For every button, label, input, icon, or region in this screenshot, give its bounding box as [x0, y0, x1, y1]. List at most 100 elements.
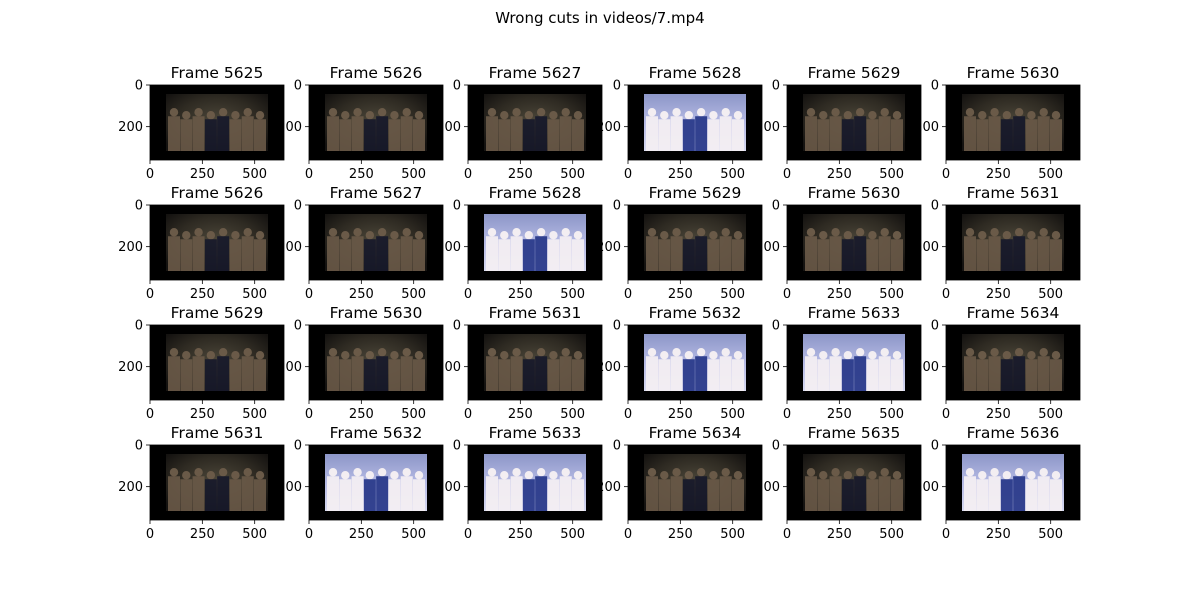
- frame-title: Frame 5628: [649, 64, 742, 82]
- x-tick-label: 500: [720, 167, 745, 182]
- frame-title: Frame 5634: [649, 424, 742, 442]
- y-tick-label: 0: [931, 319, 939, 334]
- frame-panel: Frame 5634 0 250 500 0 200: [914, 304, 1081, 422]
- frame-panel: Frame 5636 0 250 500 0 200: [914, 424, 1081, 542]
- x-tick-label: 0: [464, 407, 472, 422]
- axes-frame: [945, 84, 1081, 161]
- x-tick-label: 250: [349, 407, 374, 422]
- y-tick-label: 200: [914, 240, 939, 255]
- frame-title: Frame 5632: [330, 424, 423, 442]
- x-tick-label: 500: [879, 527, 904, 542]
- people-silhouettes: [964, 228, 1062, 271]
- y-tick-label: 200: [118, 240, 143, 255]
- y-tick-label: 0: [453, 199, 461, 214]
- y-tick-label: 0: [931, 439, 939, 454]
- y-tick-label: 0: [613, 199, 621, 214]
- x-tick-label: 500: [1038, 287, 1063, 302]
- y-tick-label: 0: [294, 79, 302, 94]
- y-tick-label: 0: [135, 79, 143, 94]
- axes-frame: [786, 324, 922, 401]
- y-tick-label: 0: [613, 439, 621, 454]
- y-tick-label: 0: [931, 199, 939, 214]
- axes-frame: [467, 204, 603, 281]
- y-tick-label: 200: [596, 480, 621, 495]
- x-tick-label: 500: [1038, 407, 1063, 422]
- frame-title: Frame 5634: [967, 304, 1060, 322]
- x-tick-label: 500: [242, 527, 267, 542]
- x-tick-label: 250: [827, 527, 852, 542]
- frame-title: Frame 5629: [808, 64, 901, 82]
- frame-panel: Frame 5631 0 250 500 0 200: [914, 184, 1081, 302]
- x-tick-label: 0: [624, 167, 632, 182]
- x-tick-label: 0: [942, 527, 950, 542]
- people-silhouettes: [646, 468, 744, 511]
- people-silhouettes: [646, 108, 744, 151]
- axes-frame: [945, 324, 1081, 401]
- people-silhouettes: [486, 468, 584, 511]
- axes-frame: [627, 324, 763, 401]
- x-tick-label: 250: [986, 167, 1011, 182]
- people-silhouettes: [327, 108, 425, 151]
- frame-title: Frame 5631: [171, 424, 264, 442]
- x-tick-label: 0: [783, 287, 791, 302]
- y-tick-label: 200: [118, 120, 143, 135]
- frame-panel: Frame 5626 0 250 500 0 200: [118, 184, 285, 302]
- x-tick-label: 500: [879, 167, 904, 182]
- frame-title: Frame 5632: [649, 304, 742, 322]
- y-tick-label: 200: [277, 240, 302, 255]
- x-tick-label: 0: [942, 407, 950, 422]
- x-tick-label: 250: [508, 167, 533, 182]
- frame-title: Frame 5627: [489, 64, 582, 82]
- frame-panel: Frame 5627 0 250 500 0 200: [436, 64, 603, 182]
- x-tick-label: 500: [560, 167, 585, 182]
- y-tick-label: 200: [755, 240, 780, 255]
- axes-frame: [467, 324, 603, 401]
- people-silhouettes: [486, 348, 584, 391]
- x-tick-label: 0: [624, 527, 632, 542]
- axes-frame: [786, 84, 922, 161]
- y-tick-label: 0: [453, 319, 461, 334]
- frame-panel: Frame 5627 0 250 500 0 200: [277, 184, 444, 302]
- axes-frame: [627, 84, 763, 161]
- x-tick-label: 0: [305, 407, 313, 422]
- x-tick-label: 500: [720, 407, 745, 422]
- y-tick-label: 0: [772, 319, 780, 334]
- figure-title: Wrong cuts in videos/7.mp4: [495, 9, 704, 27]
- frame-panel: Frame 5630 0 250 500 0 200: [914, 64, 1081, 182]
- x-tick-label: 250: [190, 407, 215, 422]
- people-silhouettes: [805, 108, 903, 151]
- people-silhouettes: [646, 348, 744, 391]
- x-tick-label: 250: [508, 287, 533, 302]
- y-tick-label: 200: [914, 360, 939, 375]
- frame-panel: Frame 5630 0 250 500 0 200: [277, 304, 444, 422]
- y-tick-label: 0: [453, 439, 461, 454]
- people-silhouettes: [805, 468, 903, 511]
- y-tick-label: 200: [118, 360, 143, 375]
- frame-panel: Frame 5631 0 250 500 0 200: [118, 424, 285, 542]
- people-silhouettes: [168, 108, 266, 151]
- x-tick-label: 0: [942, 167, 950, 182]
- frame-panel: Frame 5626 0 250 500 0 200: [277, 64, 444, 182]
- x-tick-label: 250: [668, 167, 693, 182]
- x-tick-label: 0: [146, 167, 154, 182]
- x-tick-label: 0: [783, 167, 791, 182]
- y-tick-label: 200: [755, 480, 780, 495]
- x-tick-label: 0: [146, 287, 154, 302]
- y-tick-label: 0: [294, 319, 302, 334]
- y-tick-label: 200: [277, 120, 302, 135]
- y-tick-label: 200: [596, 240, 621, 255]
- people-silhouettes: [646, 228, 744, 271]
- x-tick-label: 250: [190, 167, 215, 182]
- x-tick-label: 250: [668, 527, 693, 542]
- x-tick-label: 0: [783, 407, 791, 422]
- frame-panel: Frame 5634 0 250 500 0 200: [596, 424, 763, 542]
- y-tick-label: 0: [613, 319, 621, 334]
- frame-title: Frame 5630: [330, 304, 423, 322]
- people-silhouettes: [327, 468, 425, 511]
- axes-frame: [149, 204, 285, 281]
- y-tick-label: 0: [135, 439, 143, 454]
- x-tick-label: 250: [349, 167, 374, 182]
- y-tick-label: 200: [436, 240, 461, 255]
- x-tick-label: 0: [464, 527, 472, 542]
- x-tick-label: 0: [305, 167, 313, 182]
